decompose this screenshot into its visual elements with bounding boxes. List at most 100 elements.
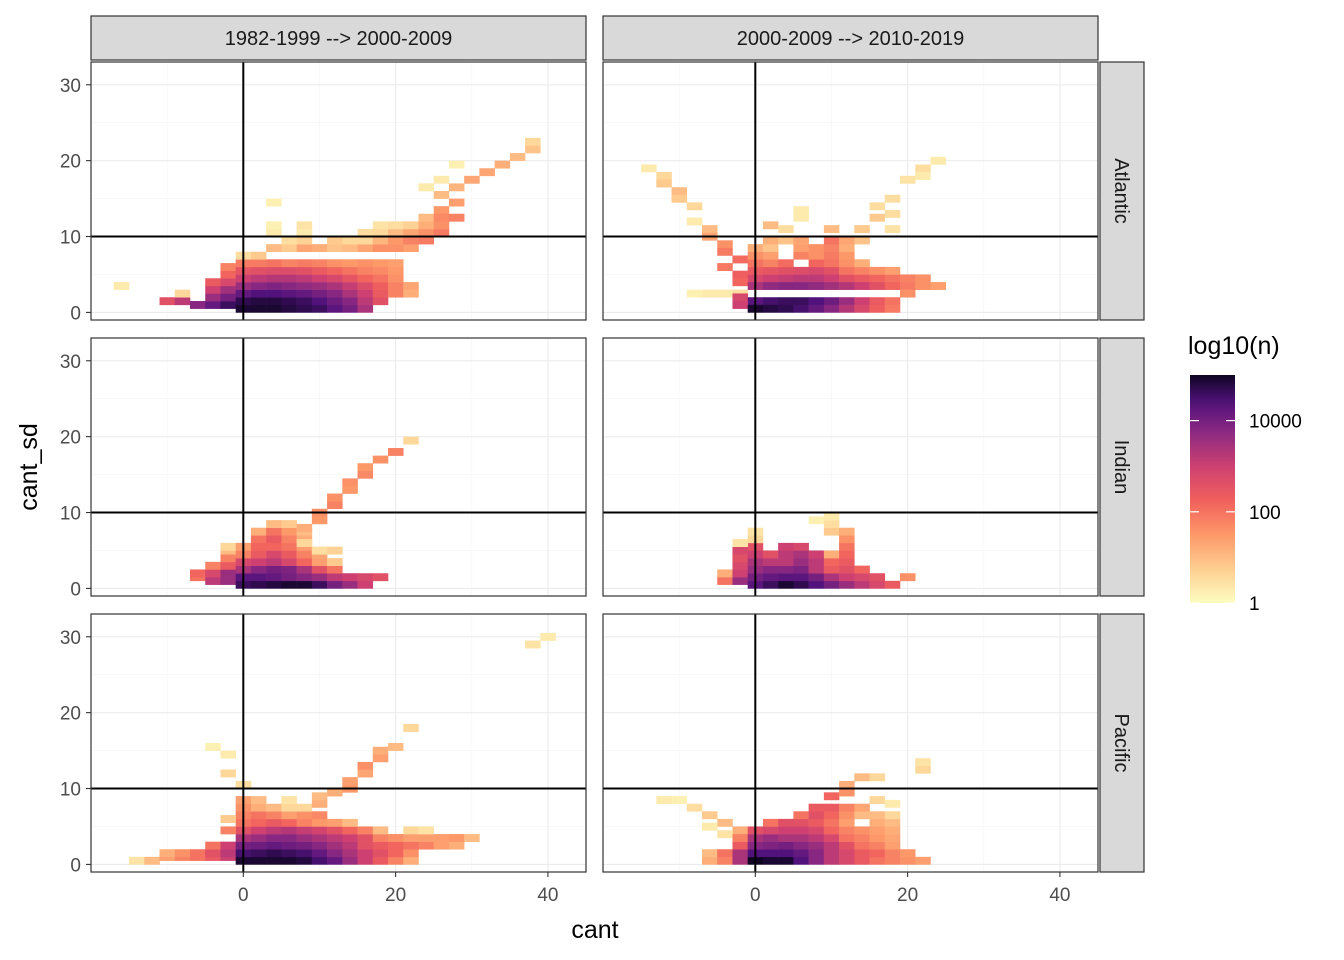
heatmap-bin: [808, 244, 825, 253]
heatmap-bin: [854, 565, 870, 574]
heatmap-bin: [702, 225, 718, 234]
heatmap-bin: [823, 558, 840, 566]
heatmap-bin: [884, 849, 901, 858]
heatmap-bin: [854, 573, 870, 582]
heatmap-bin: [839, 856, 855, 865]
heatmap-bin: [823, 841, 840, 850]
heatmap-bin: [266, 259, 282, 268]
heatmap-bin: [793, 856, 809, 865]
heatmap-bin: [357, 297, 374, 306]
heatmap-bin: [762, 236, 779, 245]
y-tick-label: 20: [60, 704, 81, 725]
heatmap-bin: [327, 818, 343, 827]
heatmap-bin: [869, 573, 886, 582]
heatmap-bin: [854, 803, 870, 812]
heatmap-bin: [823, 236, 840, 245]
heatmap-bin: [388, 236, 404, 245]
heatmap-bin: [793, 213, 809, 222]
heatmap-bin: [144, 856, 160, 865]
heatmap-bin: [266, 558, 282, 566]
heatmap-bin: [403, 282, 419, 290]
heatmap-bin: [403, 724, 419, 732]
heatmap-bin: [205, 561, 221, 570]
heatmap-bin: [220, 542, 236, 551]
heatmap-bin: [372, 282, 389, 290]
heatmap-bin: [250, 803, 267, 812]
heatmap-bin: [671, 796, 688, 805]
panel-border: [602, 613, 1099, 873]
heatmap-bin: [839, 803, 855, 812]
heatmap-bin: [266, 834, 282, 842]
heatmap-bin: [915, 282, 931, 290]
heatmap-bin: [778, 565, 794, 574]
heatmap-bin: [220, 815, 236, 823]
heatmap-bin: [808, 849, 825, 858]
heatmap-bin: [808, 297, 825, 306]
heatmap-bin: [205, 577, 221, 585]
heatmap-bin: [281, 236, 297, 245]
heatmap-bin: [388, 448, 404, 456]
heatmap-bin: [281, 244, 297, 253]
heatmap-bin: [266, 297, 282, 306]
heatmap-bin: [869, 811, 886, 820]
heatmap-bin: [250, 834, 267, 842]
heatmap-bin: [342, 818, 358, 827]
y-tick-label: 10: [60, 504, 81, 525]
heatmap-bin: [762, 297, 779, 306]
heatmap-bin: [281, 565, 297, 574]
heatmap-bin: [900, 274, 916, 283]
heatmap-bin: [342, 297, 358, 306]
heatmap-bin: [808, 811, 825, 820]
heatmap-bin: [296, 221, 313, 230]
heatmap-bin: [250, 535, 267, 544]
heatmap-bin: [250, 542, 267, 551]
heatmap-bin: [854, 225, 870, 234]
heatmap-bin: [220, 849, 236, 858]
heatmap-bin: [205, 743, 221, 751]
heatmap-bin: [823, 259, 840, 268]
heatmap-bin: [884, 834, 901, 842]
legend: log10(n) 1 100 10000: [1188, 332, 1302, 615]
heatmap-bin: [372, 236, 389, 245]
heatmap-bin: [296, 228, 313, 237]
heatmap-bin: [311, 841, 328, 850]
heatmap-bin: [205, 849, 221, 858]
heatmap-bin: [388, 841, 404, 850]
heatmap-bin: [793, 818, 809, 827]
heatmap-bin: [778, 849, 794, 858]
heatmap-bin: [762, 856, 779, 865]
x-tick-label: 40: [1049, 885, 1070, 906]
heatmap-bin: [839, 565, 855, 574]
heatmap-bin: [327, 236, 343, 245]
heatmap-bin: [778, 225, 794, 234]
heatmap-bin: [717, 247, 733, 256]
heatmap-bin: [869, 213, 886, 222]
heatmap-bin: [915, 164, 931, 173]
heatmap-bin: [808, 856, 825, 865]
panel-border: [602, 337, 1099, 597]
heatmap-bin: [342, 244, 358, 253]
heatmap-bin: [250, 259, 267, 268]
heatmap-bin: [388, 259, 404, 268]
heatmap-bin: [839, 304, 855, 313]
heatmap-bin: [327, 493, 343, 502]
heatmap-bin: [732, 561, 748, 570]
heatmap-bin: [296, 539, 313, 547]
heatmap-bin: [823, 520, 840, 529]
heatmap-bin: [869, 297, 886, 306]
heatmap-bin: [823, 580, 840, 589]
heatmap-bin: [793, 826, 809, 835]
heatmap-bin: [808, 826, 825, 835]
heatmap-bin: [479, 168, 495, 177]
heatmap-bin: [839, 259, 855, 268]
panel-pacific-1: [90, 613, 587, 873]
heatmap-bin: [281, 535, 297, 544]
heatmap-bin: [327, 788, 343, 797]
heatmap-bin: [839, 282, 855, 290]
heatmap-bin: [854, 834, 870, 842]
heatmap-bin: [296, 297, 313, 306]
heatmap-bin: [250, 796, 267, 805]
heatmap-bin: [327, 849, 343, 858]
heatmap-bin: [884, 297, 901, 306]
heatmap-bin: [656, 179, 672, 188]
